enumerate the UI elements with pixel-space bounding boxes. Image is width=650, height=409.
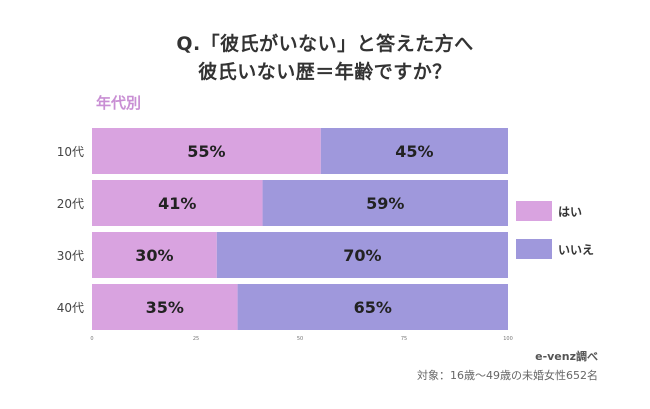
chart-title-line-2: 彼氏いない歴＝年齢ですか？: [198, 61, 452, 83]
x-tick-label-5: 100: [503, 336, 513, 342]
data-label-yes-2: 41%: [158, 194, 196, 213]
bar-yes-1: [92, 128, 321, 174]
legend-label-no: いいえ: [558, 242, 595, 257]
chart-title: Q.「彼氏がいない」と答えた方へ 彼氏いない歴＝年齢ですか？: [0, 30, 650, 86]
data-label-no-1: 45%: [395, 142, 433, 161]
bar-yes-3: [92, 232, 217, 278]
x-tick-label-1: 0: [90, 336, 93, 342]
credit-brand: e-venz調べ: [535, 350, 598, 363]
legend-swatch-no: [516, 239, 552, 259]
bar-yes-2: [92, 180, 263, 226]
category-label-1: 10代: [57, 145, 84, 159]
bar-no-4: [237, 284, 508, 330]
bar-no-1: [320, 128, 508, 174]
data-label-yes-1: 55%: [187, 142, 225, 161]
data-label-no-2: 59%: [366, 194, 404, 213]
legend: はい いいえ: [516, 200, 594, 276]
data-label-yes-4: 35%: [146, 298, 184, 317]
data-label-no-4: 65%: [354, 298, 392, 317]
data-label-yes-3: 30%: [135, 246, 173, 265]
x-tick-label-2: 25: [193, 336, 199, 342]
legend-item-no: いいえ: [516, 238, 594, 260]
bar-yes-4: [92, 284, 238, 330]
chart-subtitle: 年代別: [96, 94, 142, 112]
category-label-2: 20代: [57, 197, 84, 211]
legend-item-yes: はい: [516, 200, 594, 222]
bar-no-2: [262, 180, 508, 226]
x-tick-label-3: 50: [297, 336, 303, 342]
credit-target: 対象：16歳〜49歳の未婚女性652名: [417, 369, 598, 382]
data-label-no-3: 70%: [343, 246, 381, 265]
legend-label-yes: はい: [558, 204, 583, 219]
chart-title-line-1: Q.「彼氏がいない」と答えた方へ: [176, 33, 474, 55]
bar-no-3: [216, 232, 509, 278]
x-tick-label-4: 75: [401, 336, 407, 342]
category-label-3: 30代: [57, 249, 84, 263]
category-label-4: 40代: [57, 301, 84, 315]
source-credit: e-venz調べ 対象：16歳〜49歳の未婚女性652名: [417, 347, 598, 385]
legend-swatch-yes: [516, 201, 552, 221]
